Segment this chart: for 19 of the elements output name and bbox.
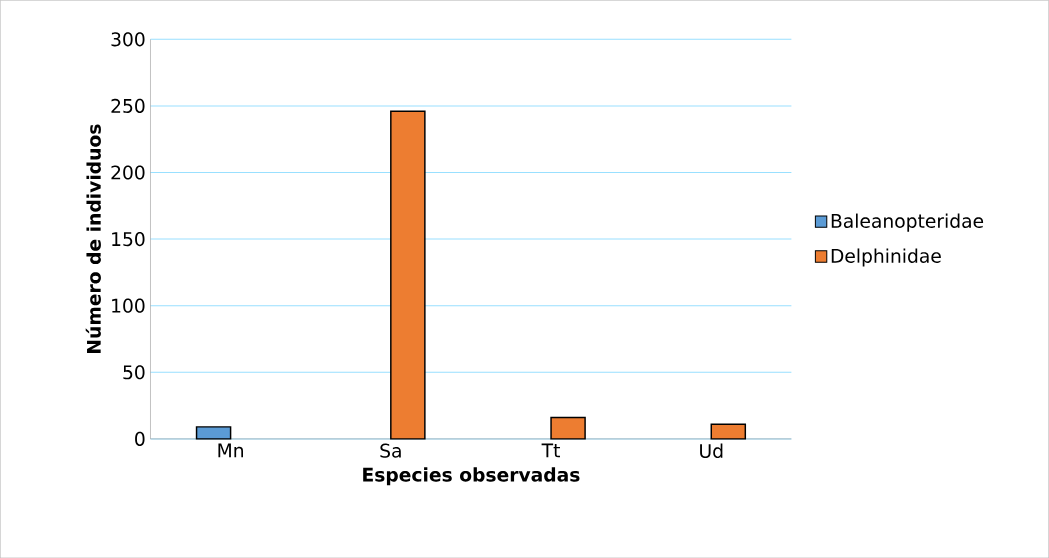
y-tick-label: 0 — [135, 431, 145, 446]
legend-label: Delphinidae — [831, 248, 941, 267]
y-tick-label: 50 — [123, 365, 145, 380]
y-tick-label: 200 — [111, 165, 145, 180]
x-tick-label: Ud — [700, 443, 723, 458]
bar — [550, 416, 586, 440]
x-tick-label: Sa — [380, 443, 401, 458]
y-tick-label: 300 — [111, 32, 145, 47]
y-axis-title: Número de individuos — [85, 124, 101, 353]
bar — [390, 110, 426, 440]
y-tick-label: 100 — [112, 298, 145, 313]
bar — [195, 425, 232, 440]
x-axis-title: Especies observadas — [363, 467, 580, 486]
x-tick-label: Tt — [541, 443, 560, 458]
y-tick-label: 250 — [111, 98, 145, 113]
y-tick-label: 150 — [112, 231, 145, 247]
bar — [710, 423, 747, 440]
legend-label: Baleanopteridae — [831, 213, 984, 232]
x-tick-label: Mn — [218, 443, 243, 458]
